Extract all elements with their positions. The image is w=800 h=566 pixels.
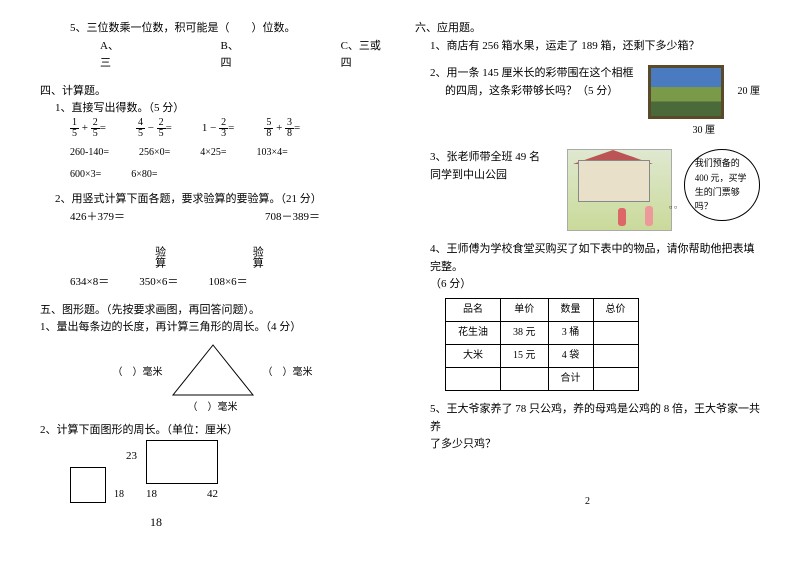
expr-r2c: 4×25= bbox=[200, 145, 226, 161]
expr-r3a: 600×3= bbox=[70, 167, 101, 183]
verify-label-1: 验算 bbox=[150, 246, 168, 268]
q6-3: 3、张老师带全班 49 名同学到中山公园 bbox=[430, 149, 549, 184]
q6-4a: 4、王师傅为学校食堂买购买了如下表中的物品，请你帮助他把表填完整。 bbox=[430, 241, 760, 276]
q6-4b: （6 分） bbox=[430, 276, 760, 294]
opt-b: B、四 bbox=[221, 38, 246, 73]
q6-1: 1、商店有 256 箱水果，运走了 189 箱，还剩下多少箱？ bbox=[430, 38, 760, 56]
s4-2-title: 2、用竖式计算下面各题，要求验算的要验算。（21 分） bbox=[55, 191, 385, 209]
frac-expr-1: 15 + 25= bbox=[70, 118, 106, 139]
photo-frame bbox=[648, 65, 724, 119]
expr-r5c: 108×6＝ bbox=[208, 274, 247, 292]
q3-5-text: 5、三位数乘一位数，积可能是（ ）位数。 bbox=[70, 20, 385, 38]
dim-right: 20 厘 bbox=[738, 84, 761, 100]
park-scene bbox=[567, 149, 671, 231]
expr-r3b: 6×80= bbox=[131, 167, 157, 183]
purchase-table: 品名 单价 数量 总价 花生油 38 元 3 桶 大米 15 元 4 袋 合计 bbox=[445, 298, 639, 391]
q6-5a: 5、王大爷家养了 78 只公鸡，养的母鸡是公鸡的 8 倍，王大爷家一共养 bbox=[430, 401, 760, 436]
section6-title: 六、应用题。 bbox=[415, 20, 760, 38]
section4-title: 四、计算题。 bbox=[40, 83, 385, 101]
expr-r4b: 708－389＝ bbox=[265, 209, 320, 227]
frac-expr-2: 45 − 25= bbox=[136, 118, 172, 139]
expr-r2b: 256×0= bbox=[139, 145, 170, 161]
opt-c: C、三或四 bbox=[341, 38, 385, 73]
expr-r4a: 426＋379＝ bbox=[70, 209, 125, 227]
frac-expr-4: 58 + 38= bbox=[264, 118, 300, 139]
q6-2a: 2、用一条 145 厘米长的彩带围在这个相框 bbox=[430, 65, 640, 83]
expr-r2a: 260-140= bbox=[70, 145, 109, 161]
expr-r5b: 350×6＝ bbox=[139, 274, 178, 292]
rect-shape: 23 1842 bbox=[146, 440, 218, 504]
dim-bottom: 30 厘 bbox=[648, 123, 761, 139]
section5-title: 五、图形题。（先按要求画图，再回答问题）。 bbox=[40, 302, 385, 320]
expr-r5a: 634×8＝ bbox=[70, 274, 109, 292]
frac-expr-3: 1 − 23= bbox=[202, 118, 234, 139]
q6-5b: 了多少只鸡？ bbox=[430, 436, 760, 454]
s4-1-title: 1、直接写出得数。（5 分） bbox=[55, 100, 385, 118]
triangle-figure: （ ）毫米 （ ）毫米 （ ）毫米 bbox=[163, 343, 263, 416]
s5-2-title: 2、计算下面图形的周长。（单位：厘米） bbox=[40, 422, 385, 440]
q6-2b: 的四周，这条彩带够长吗？（5 分） bbox=[445, 83, 640, 101]
s5-1-title: 1、量出每条边的长度，再计算三角形的周长。（4 分） bbox=[40, 319, 385, 337]
expr-r2d: 103×4= bbox=[257, 145, 288, 161]
bottom-18: 18 bbox=[150, 513, 385, 532]
page-number: 2 bbox=[415, 494, 760, 510]
speech-bubble: 我们预备的400 元，买学生的门票够吗？ bbox=[684, 149, 760, 221]
square-shape: 18 bbox=[70, 467, 106, 503]
verify-label-2: 验算 bbox=[248, 246, 266, 268]
opt-a: A、三 bbox=[100, 38, 126, 73]
